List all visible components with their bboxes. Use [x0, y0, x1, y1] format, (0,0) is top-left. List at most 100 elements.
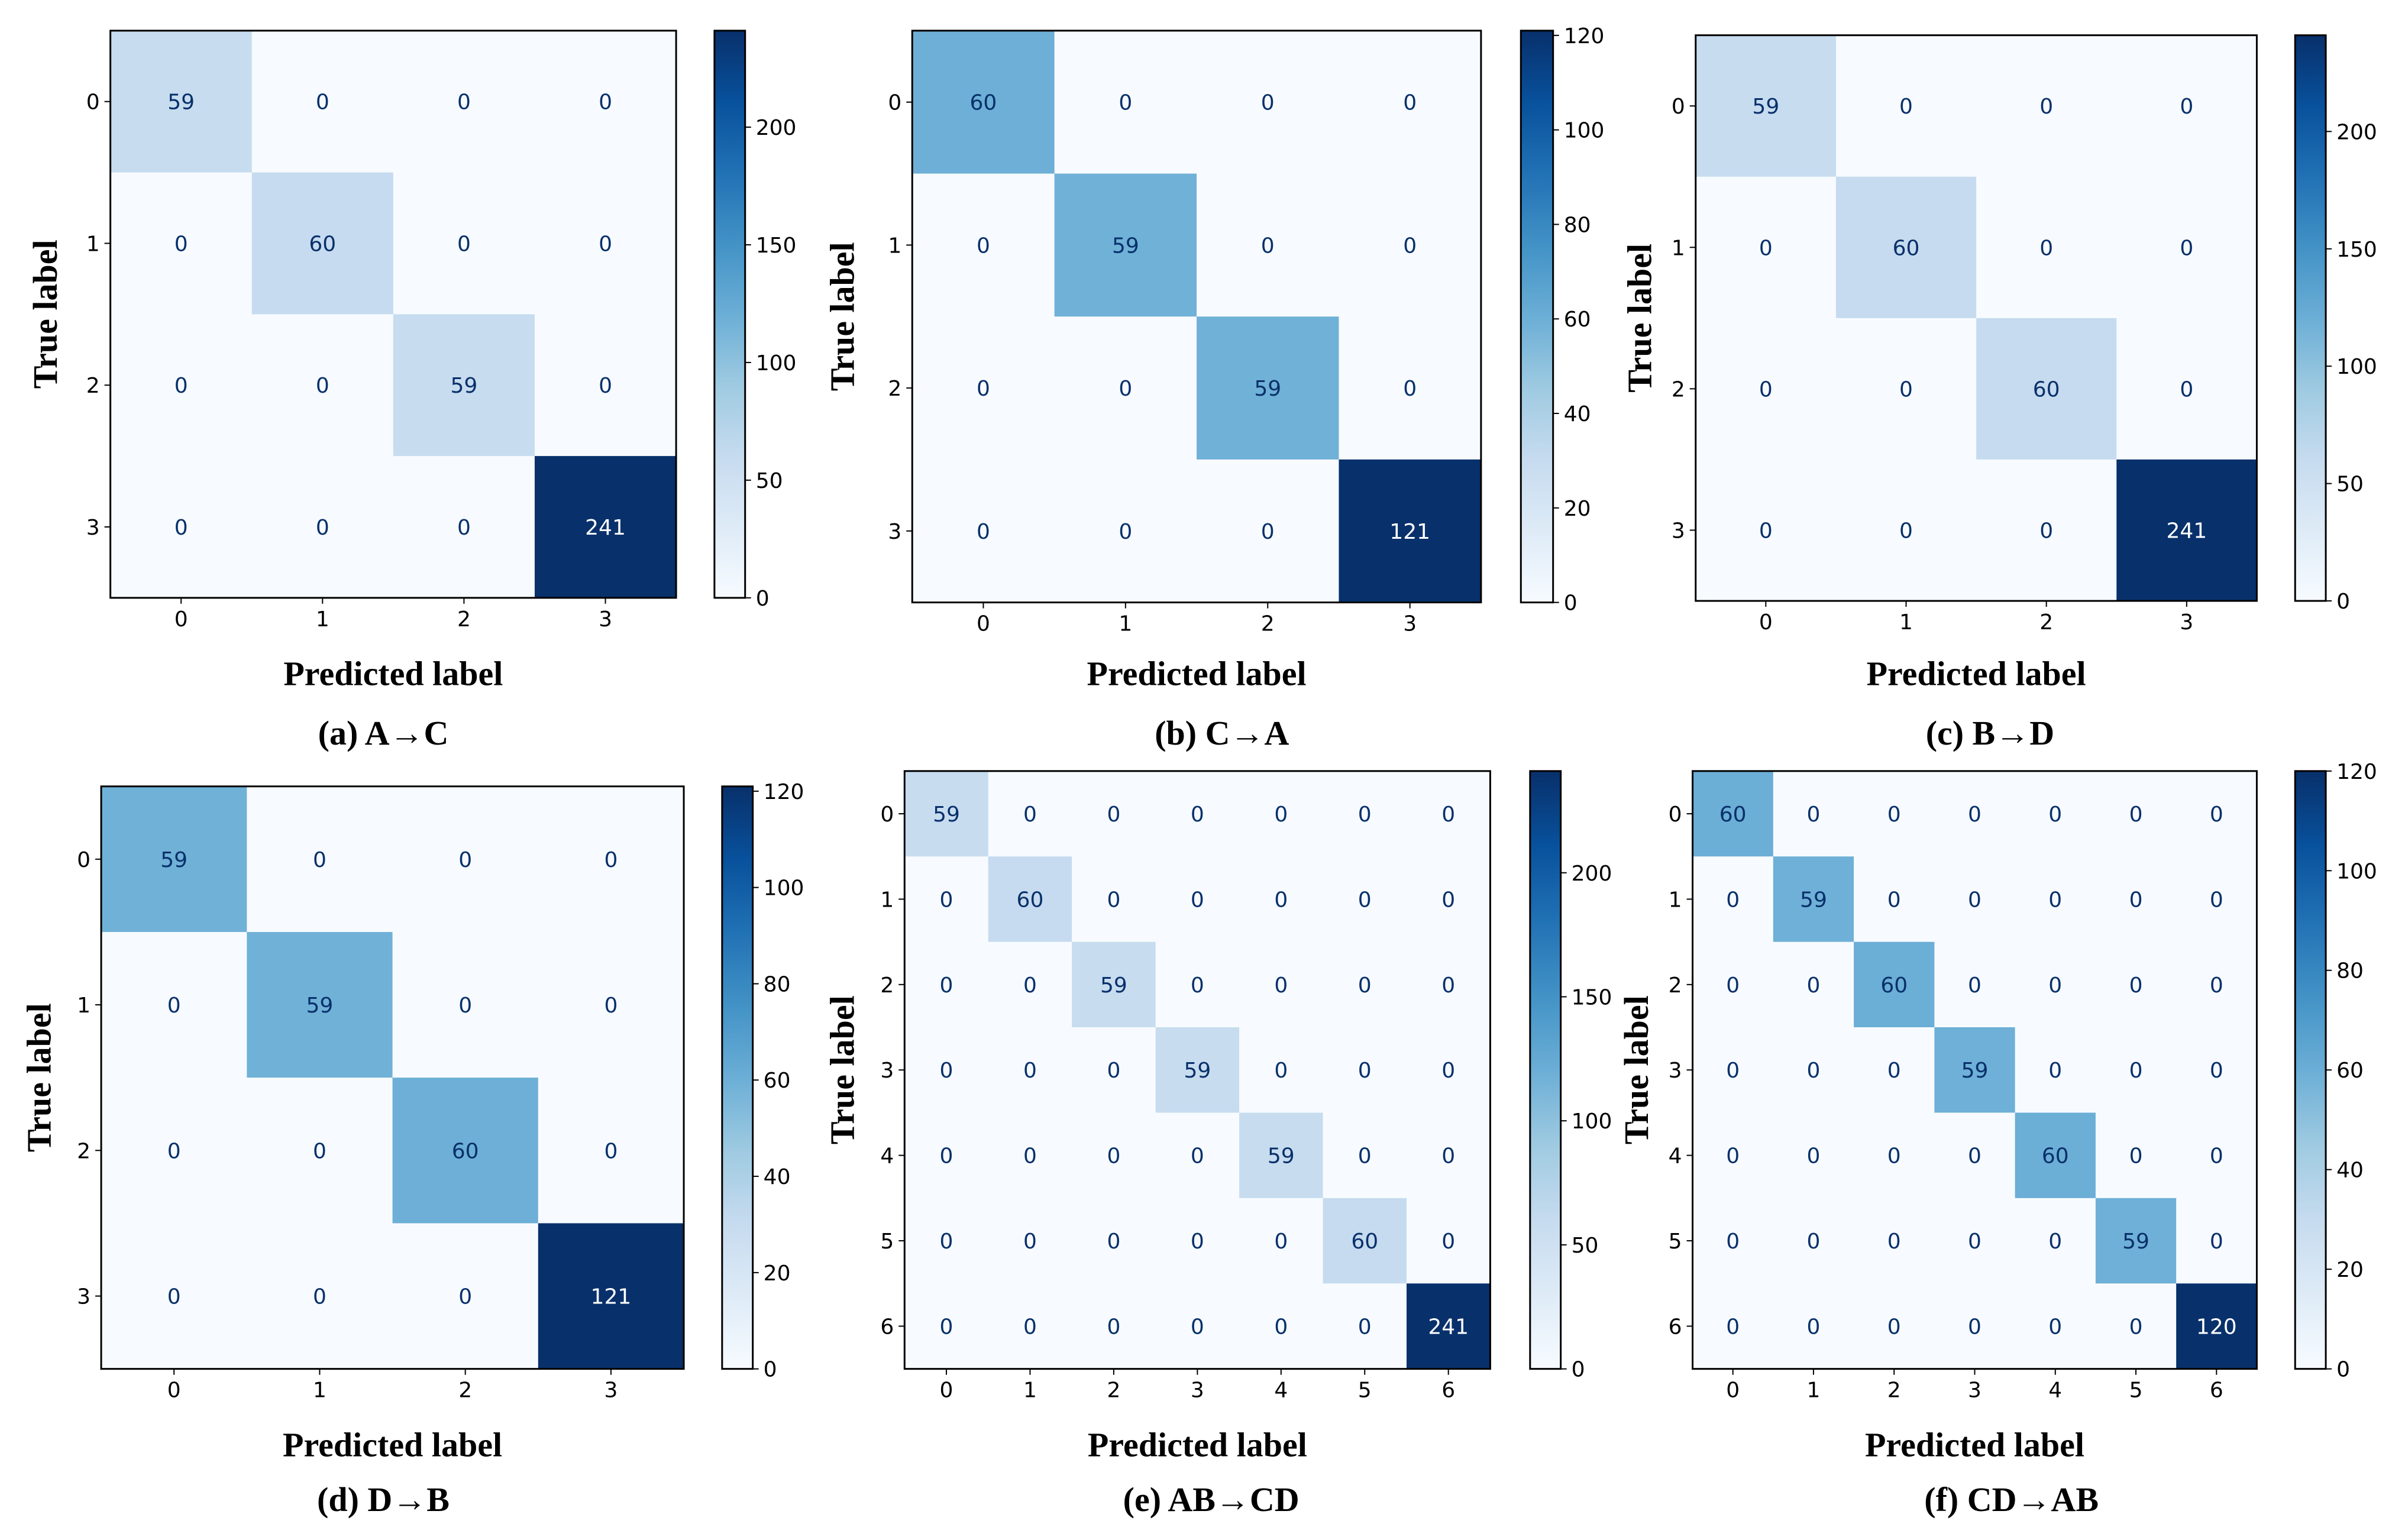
matrix-cell [2176, 942, 2257, 1028]
cell-value: 0 [1191, 803, 1204, 827]
cell-value: 0 [2048, 1059, 2062, 1083]
cell-value: 0 [1441, 803, 1455, 827]
matrix-cell [2095, 1112, 2177, 1199]
cell-value: 0 [1887, 1315, 1901, 1339]
y-tick-label: 3 [1669, 1059, 1682, 1083]
confusion-matrix-panel-e: 59 0 0 0 0 0 00 60 0 0 0 0 00 0 59 0 0 0 00 0 0 59 0 0 00 0 0 0 59 0 0… [823, 770, 1612, 1519]
colorbar-tick-label: 0 [1572, 1358, 1585, 1382]
matrix-cell [1239, 942, 1324, 1028]
cell-value: 0 [940, 1144, 953, 1169]
matrix-cell [1323, 771, 1407, 857]
cell-value: 0 [167, 1285, 181, 1309]
cell-value: 0 [167, 994, 181, 1018]
matrix-cell [1339, 173, 1482, 317]
matrix-cell [2176, 1027, 2257, 1113]
matrix-frame [109, 30, 677, 599]
cell-value: 60 [1880, 973, 1908, 998]
matrix-cell [2176, 856, 2257, 943]
x-axis-label: Predicted label [283, 654, 503, 693]
matrix-cell [1934, 1027, 2016, 1113]
cell-value: 0 [1274, 803, 1288, 827]
x-tick-label: 0 [167, 1379, 181, 1403]
cell-value: 0 [1887, 1230, 1901, 1254]
cell-value: 0 [1759, 236, 1773, 260]
matrix-cell [1406, 942, 1491, 1028]
x-tick-label: 2 [1261, 612, 1275, 636]
confusion-matrix-panel-a: 59 0 0 0 0 60 0 0 0 0 59 0 0 0 0 241 0 0 1 1 2 2 3 3 Predicted l… [26, 30, 797, 752]
cell-value: 60 [1351, 1230, 1378, 1254]
colorbar [2294, 770, 2327, 1370]
cell-value: 0 [1968, 1144, 1982, 1169]
matrix-cell [2095, 1283, 2177, 1370]
matrix-cell [1692, 1283, 1774, 1370]
matrix-cell [110, 172, 253, 315]
y-axis-label: True label [26, 240, 64, 389]
matrix-cell [1773, 856, 1854, 943]
cell-value: 0 [2180, 236, 2193, 260]
cell-value: 0 [1274, 1230, 1288, 1254]
matrix-cell [1695, 35, 1837, 177]
matrix-cell [1835, 459, 1977, 601]
y-tick-label: 5 [880, 1230, 894, 1254]
matrix-cell [1773, 1283, 1854, 1370]
y-tick-label: 0 [77, 848, 90, 872]
matrix-cell [2015, 1283, 2096, 1370]
matrix-cell [1692, 1198, 1774, 1284]
matrix-cell [1072, 771, 1156, 857]
matrix-cell [1976, 318, 2117, 460]
confusion-matrix-panel-b: 60 0 0 0 0 59 0 0 0 0 59 0 0 0 0 121 0 0 1 1 2 2 3 3 Predicted l… [823, 24, 1605, 752]
cell-value: 0 [1023, 1059, 1037, 1083]
cell-value: 0 [1441, 1230, 1455, 1254]
cell-value: 0 [1887, 1059, 1901, 1083]
cell-value: 0 [1191, 973, 1204, 998]
matrix-cell [1072, 1112, 1156, 1199]
matrix-cell [1692, 1027, 1774, 1113]
cell-value: 0 [1726, 1144, 1740, 1169]
cell-value: 0 [940, 1230, 953, 1254]
confusion-matrix-panel-c: 59 0 0 0 0 60 0 0 0 0 60 0 0 0 0 241 0 0 1 1 2 2 3 3 Predicted l… [1620, 34, 2377, 752]
cell-value: 0 [1274, 888, 1288, 912]
confusion-matrix-panel-f: 60 0 0 0 0 0 00 59 0 0 0 0 00 0 60 0 0 0 00 0 0 59 0 0 00 0 0 0 60 0 0… [1617, 760, 2377, 1519]
matrix-cell [393, 314, 535, 457]
cell-value: 0 [1023, 973, 1037, 998]
cell-value: 0 [1807, 1059, 1821, 1083]
colorbar-tick-label: 100 [1564, 119, 1605, 143]
y-tick-label: 0 [888, 91, 901, 115]
matrix-cell [2176, 1198, 2257, 1284]
cell-value: 0 [1274, 973, 1288, 998]
y-tick-label: 1 [1672, 236, 1685, 260]
y-axis-label: True label [1617, 995, 1656, 1144]
matrix-cell [1835, 35, 1977, 177]
matrix-cell [1072, 1283, 1156, 1370]
matrix-cell [101, 1078, 247, 1224]
colorbar-tick-label: 20 [1564, 497, 1591, 521]
matrix-cell [393, 172, 535, 315]
matrix-cell [1934, 1283, 2016, 1370]
matrix-cell [1934, 942, 2016, 1028]
cell-value: 0 [1191, 1315, 1204, 1339]
cell-value: 0 [1191, 1144, 1204, 1169]
y-axis-label: True label [20, 1003, 58, 1152]
matrix-cell [1239, 771, 1324, 857]
x-axis-label: Predicted label [283, 1425, 502, 1464]
x-axis-label: Predicted label [1087, 654, 1307, 693]
cell-value: 0 [457, 232, 471, 256]
y-tick-label: 3 [888, 520, 901, 544]
matrix-cell [1934, 1198, 2016, 1284]
cell-value: 0 [1274, 1315, 1288, 1339]
x-tick-label: 0 [174, 607, 188, 632]
matrix-cell [1155, 942, 1240, 1028]
cell-value: 0 [2048, 888, 2062, 912]
cell-value: 0 [313, 1139, 327, 1163]
y-axis-label: True label [1620, 244, 1659, 393]
matrix-cell [904, 1027, 989, 1113]
colorbar-tick-label: 100 [756, 351, 797, 376]
matrix-cell [912, 173, 1055, 317]
matrix-cell [1197, 459, 1339, 603]
y-tick-label: 3 [1672, 519, 1685, 543]
x-tick-label: 3 [599, 607, 612, 632]
panel-caption: (e) AB→CD [1123, 1480, 1300, 1519]
matrix-cell [534, 456, 677, 598]
matrix-cell [1835, 176, 1977, 319]
y-tick-label: 6 [1669, 1315, 1682, 1339]
